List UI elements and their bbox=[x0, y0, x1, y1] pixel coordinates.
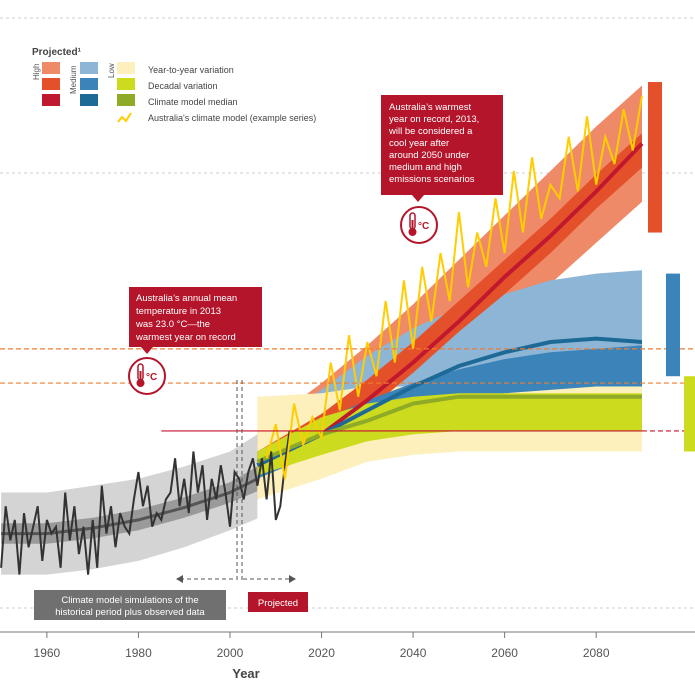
projected-arrowhead bbox=[289, 575, 296, 583]
historical-median-line bbox=[1, 477, 259, 536]
legend-item-decadal: Decadal variation bbox=[148, 81, 218, 91]
series-lines bbox=[0, 95, 644, 575]
legend-swatch-high-median bbox=[42, 94, 60, 106]
legend-swatch-low-annual bbox=[117, 62, 135, 74]
high-decadal-band bbox=[257, 133, 642, 479]
example-series-line bbox=[265, 95, 643, 479]
legend: Projected¹ High Medium Low Year-to-year … bbox=[32, 47, 316, 123]
callout-line: emissions scenarios bbox=[389, 174, 475, 185]
callout-2013-record: Australia’s annual mean temperature in 2… bbox=[128, 287, 262, 395]
low-decadal-band bbox=[257, 393, 642, 476]
reference-lines bbox=[0, 348, 695, 432]
end-of-century-range-bars bbox=[648, 82, 695, 452]
x-tick-label: 2040 bbox=[400, 646, 427, 660]
legend-item-annual: Year-to-year variation bbox=[148, 65, 234, 75]
callout-line: year on record, 2013, bbox=[389, 114, 479, 125]
callout-line: warmest year on record bbox=[135, 332, 236, 343]
projected-label: Projected bbox=[258, 598, 298, 609]
thermometer-icon bbox=[136, 363, 145, 387]
legend-item-example: Australia's climate model (example serie… bbox=[148, 113, 316, 123]
historical-label-line: Climate model simulations of the bbox=[61, 595, 198, 606]
callout-line: cool year after bbox=[389, 138, 449, 149]
medium-range-bar bbox=[666, 273, 680, 377]
callout-line: was 23.0 °C—the bbox=[135, 319, 210, 330]
legend-item-median: Climate model median bbox=[148, 97, 238, 107]
callout-line: Australia’s annual mean bbox=[136, 293, 237, 304]
projected-label-box bbox=[248, 592, 308, 612]
callout-pointer bbox=[412, 195, 424, 202]
legend-swatch-medium-annual bbox=[80, 62, 98, 74]
historical-decadal-band bbox=[1, 466, 258, 544]
historical-label-box bbox=[34, 590, 226, 620]
x-tick-label: 1960 bbox=[34, 646, 61, 660]
legend-title: Projected¹ bbox=[32, 47, 82, 58]
legend-swatch-medium-decadal bbox=[80, 78, 98, 90]
low-range-bar bbox=[684, 376, 695, 452]
high-median-line bbox=[256, 142, 644, 468]
callout-line: will be considered a bbox=[388, 126, 473, 137]
legend-swatch-high-decadal bbox=[42, 78, 60, 90]
legend-swatch-high-annual bbox=[42, 62, 60, 74]
legend-example-series-icon bbox=[117, 112, 132, 123]
legend-swatch-medium-median bbox=[80, 94, 98, 106]
x-tick-label: 2080 bbox=[583, 646, 610, 660]
legend-swatch-low-median bbox=[117, 94, 135, 106]
thermometer-label: °C bbox=[146, 372, 157, 383]
x-tick-label: 2060 bbox=[491, 646, 518, 660]
x-axis-ticks: 1960 1980 2000 2020 2040 2060 2080 bbox=[34, 632, 610, 660]
legend-scenario-high: High bbox=[32, 64, 41, 80]
historical-arrowhead bbox=[176, 575, 183, 583]
callout-pointer bbox=[141, 347, 153, 354]
high-range-bar bbox=[648, 82, 662, 233]
legend-swatch-low-decadal bbox=[117, 78, 135, 90]
observed-series-line bbox=[0, 430, 291, 575]
x-axis-title: Year bbox=[232, 666, 259, 681]
thermometer-icon bbox=[408, 212, 417, 236]
legend-scenario-medium: Medium bbox=[69, 65, 78, 94]
historical-label-line: historical period plus observed data bbox=[55, 607, 205, 618]
x-tick-label: 2020 bbox=[308, 646, 335, 660]
callout-line: around 2050 under bbox=[389, 150, 469, 161]
x-tick-label: 2000 bbox=[217, 646, 244, 660]
medium-decadal-band bbox=[257, 345, 642, 479]
callout-line: temperature in 2013 bbox=[136, 306, 221, 317]
low-median-line bbox=[256, 394, 642, 464]
callout-box bbox=[381, 95, 503, 195]
uncertainty-bands bbox=[1, 85, 642, 575]
legend-scenario-low: Low bbox=[107, 63, 116, 78]
callout-box bbox=[129, 287, 262, 347]
callout-line: medium and high bbox=[389, 162, 462, 173]
callout-warmest-future: Australia’s warmest year on record, 2013… bbox=[381, 95, 503, 244]
medium-median-line bbox=[256, 336, 643, 468]
thermometer-label: °C bbox=[418, 221, 429, 232]
callout-line: Australia’s warmest bbox=[389, 102, 472, 113]
period-indicators: Climate model simulations of the histori… bbox=[34, 575, 308, 620]
x-tick-label: 1980 bbox=[125, 646, 152, 660]
